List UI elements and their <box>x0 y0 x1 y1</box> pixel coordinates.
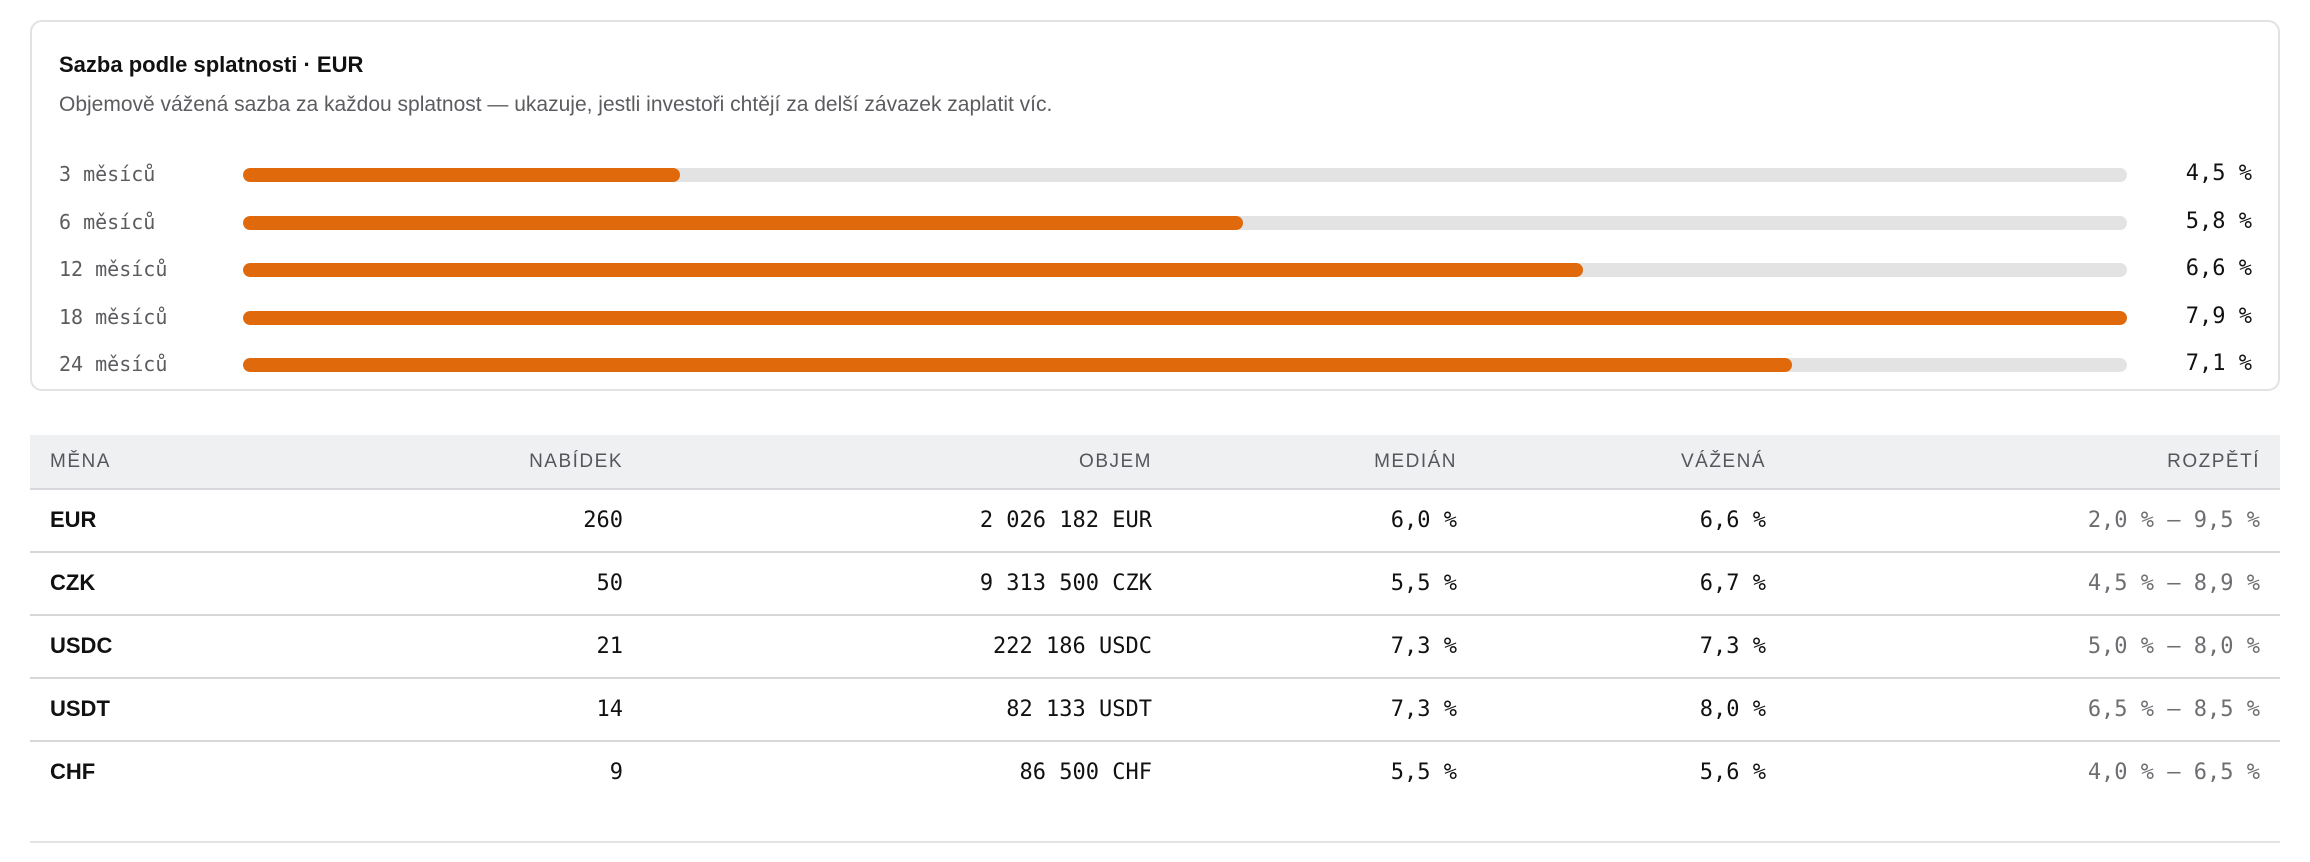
weighted-cell: 8,0 % <box>1699 697 1766 722</box>
table-row: USDT 14 82 133 USDT 7,3 % 8,0 % 6,5 % – … <box>30 679 2280 742</box>
weighted-cell: 7,3 % <box>1699 634 1766 659</box>
rate-bar-fill <box>243 311 2127 325</box>
rate-bar-track <box>243 216 2127 230</box>
column-header-volume[interactable]: OBJEM <box>1079 451 1152 472</box>
range-cell: 2,0 % – 9,5 % <box>2087 508 2260 533</box>
section-divider <box>30 841 2280 843</box>
column-header-offers[interactable]: NABÍDEK <box>529 451 623 472</box>
maturity-label: 18 měsíců <box>59 305 168 329</box>
maturity-row: 12 měsíců 6,6 % <box>32 251 2278 291</box>
column-header-median[interactable]: MEDIÁN <box>1374 451 1457 472</box>
card-title: Sazba podle splatnosti · EUR <box>59 52 364 77</box>
rate-bar-fill <box>243 358 1792 372</box>
currency-cell: USDC <box>50 633 113 658</box>
card-subtitle: Objemově vážená sazba za každou splatnos… <box>59 93 1053 116</box>
range-cell: 5,0 % – 8,0 % <box>2087 634 2260 659</box>
table-row: EUR 260 2 026 182 EUR 6,0 % 6,6 % 2,0 % … <box>30 490 2280 553</box>
currency-cell: CZK <box>50 570 96 595</box>
maturity-label: 6 měsíců <box>59 210 156 234</box>
offers-cell: 50 <box>596 571 624 596</box>
currency-cell: EUR <box>50 507 97 532</box>
median-cell: 5,5 % <box>1390 571 1457 596</box>
rate-bar-fill <box>243 263 1583 277</box>
maturity-label: 12 měsíců <box>59 257 168 281</box>
maturity-rate-card: Sazba podle splatnosti · EUR Objemově vá… <box>30 20 2280 391</box>
range-cell: 4,5 % – 8,9 % <box>2087 571 2260 596</box>
offers-cell: 9 <box>609 760 623 785</box>
column-header-currency[interactable]: MĚNA <box>50 451 111 472</box>
currency-cell: USDT <box>50 696 110 721</box>
volume-cell: 2 026 182 EUR <box>979 508 1152 533</box>
currency-cell: CHF <box>50 759 96 784</box>
rate-bar-track <box>243 358 2127 372</box>
volume-cell: 86 500 CHF <box>1019 760 1152 785</box>
offers-cell: 21 <box>596 634 624 659</box>
rate-value: 6,6 % <box>2185 256 2252 281</box>
table-row: USDC 21 222 186 USDC 7,3 % 7,3 % 5,0 % –… <box>30 616 2280 679</box>
weighted-cell: 6,6 % <box>1699 508 1766 533</box>
volume-cell: 82 133 USDT <box>1006 697 1152 722</box>
table-row: CHF 9 86 500 CHF 5,5 % 5,6 % 4,0 % – 6,5… <box>30 742 2280 803</box>
rate-bar-track <box>243 168 2127 182</box>
median-cell: 5,5 % <box>1390 760 1457 785</box>
rate-bar-track <box>243 263 2127 277</box>
median-cell: 6,0 % <box>1390 508 1457 533</box>
median-cell: 7,3 % <box>1390 634 1457 659</box>
median-cell: 7,3 % <box>1390 697 1457 722</box>
volume-cell: 222 186 USDC <box>993 634 1152 659</box>
rate-bar-track <box>243 311 2127 325</box>
maturity-row: 3 měsíců 4,5 % <box>32 156 2278 196</box>
weighted-cell: 5,6 % <box>1699 760 1766 785</box>
volume-cell: 9 313 500 CZK <box>979 571 1152 596</box>
column-header-range[interactable]: ROZPĚTÍ <box>2167 451 2260 472</box>
maturity-row: 6 měsíců 5,8 % <box>32 204 2278 244</box>
rate-value: 7,1 % <box>2185 351 2252 376</box>
currency-table: MĚNA NABÍDEK OBJEM MEDIÁN VÁŽENÁ ROZPĚTÍ… <box>30 435 2280 803</box>
offers-cell: 260 <box>583 508 623 533</box>
column-header-weighted[interactable]: VÁŽENÁ <box>1680 451 1766 472</box>
rate-value: 4,5 % <box>2185 161 2252 186</box>
rate-value: 7,9 % <box>2185 304 2252 329</box>
maturity-label: 24 měsíců <box>59 352 168 376</box>
rate-bar-fill <box>243 216 1244 230</box>
maturity-row: 24 měsíců 7,1 % <box>32 346 2278 386</box>
maturity-label: 3 měsíců <box>59 162 156 186</box>
rate-value: 5,8 % <box>2185 209 2252 234</box>
range-cell: 4,0 % – 6,5 % <box>2087 760 2260 785</box>
offers-cell: 14 <box>596 697 624 722</box>
range-cell: 6,5 % – 8,5 % <box>2087 697 2260 722</box>
weighted-cell: 6,7 % <box>1699 571 1766 596</box>
table-row: CZK 50 9 313 500 CZK 5,5 % 6,7 % 4,5 % –… <box>30 553 2280 616</box>
table-header: MĚNA NABÍDEK OBJEM MEDIÁN VÁŽENÁ ROZPĚTÍ <box>30 435 2280 490</box>
rate-bar-fill <box>243 168 681 182</box>
maturity-row: 18 měsíců 7,9 % <box>32 299 2278 339</box>
